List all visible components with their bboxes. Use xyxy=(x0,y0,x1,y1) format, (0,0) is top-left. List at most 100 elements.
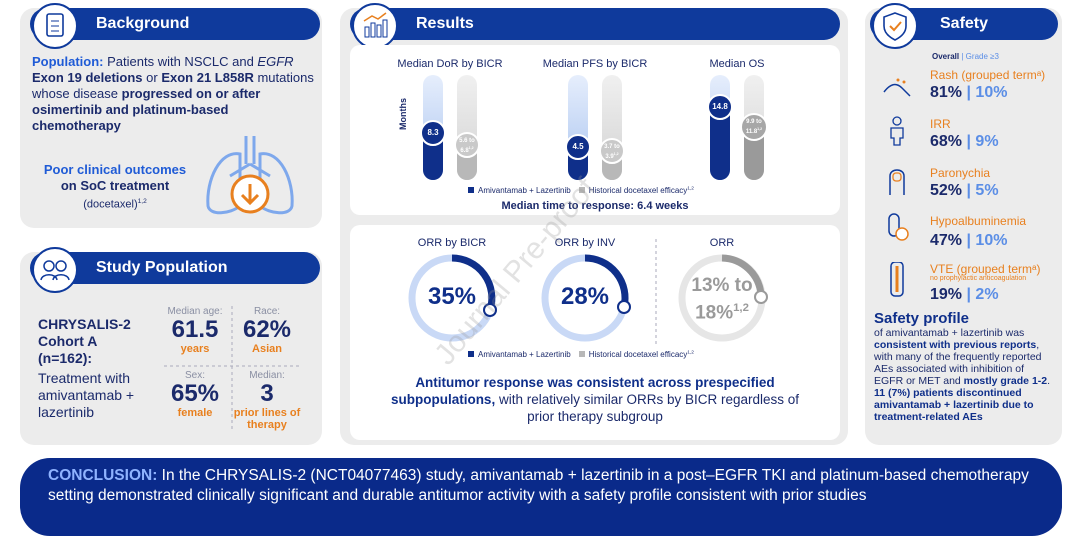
circle xyxy=(892,116,902,126)
path xyxy=(451,254,496,312)
text: 13% to 18% xyxy=(691,275,753,324)
text: mostly grade 1-2 xyxy=(963,375,1048,387)
path xyxy=(258,152,294,215)
path xyxy=(240,184,260,206)
cohort: CHRYSALIS-2 Cohort A (n=162): xyxy=(38,316,131,366)
text: 52% xyxy=(930,182,963,199)
text: EGFR xyxy=(257,54,294,69)
rash-icon xyxy=(883,78,911,97)
circle xyxy=(454,132,480,158)
stat: Median: 3 prior lines of therapy xyxy=(232,370,302,431)
text: female xyxy=(177,407,213,419)
text: Median age: xyxy=(167,306,223,317)
rect xyxy=(376,24,382,38)
sq xyxy=(468,351,474,357)
background-header: Background xyxy=(30,8,320,40)
rect xyxy=(892,172,902,182)
rect xyxy=(46,13,64,37)
event-values: 81% | 10% xyxy=(930,84,1007,102)
text: mutations whose disease xyxy=(32,70,314,101)
text: 1,2 xyxy=(687,186,694,192)
text: 19% xyxy=(930,286,963,303)
circle xyxy=(483,303,497,317)
text: 9% xyxy=(975,133,999,150)
safety-header-labels: Overall | Grade ≥3 xyxy=(932,52,999,61)
path xyxy=(363,12,387,22)
event-note: no prophylactic anticoagulation xyxy=(930,275,1027,282)
circle xyxy=(902,80,906,84)
text: Amivantamab + Lazertinib xyxy=(478,186,571,195)
circle xyxy=(740,113,768,141)
text: Patients with NSCLC and xyxy=(103,54,258,69)
text: 81% xyxy=(930,84,963,101)
path xyxy=(889,169,905,195)
study-population-header: Study Population xyxy=(30,252,320,284)
event-name: VTE (grouped termᵃ) xyxy=(930,262,1041,276)
text: years xyxy=(180,343,210,355)
text: Race: xyxy=(253,306,281,317)
ami-value: 14.8 xyxy=(712,102,728,111)
event-values: 52% | 5% xyxy=(930,182,999,200)
sq xyxy=(578,187,585,193)
stat: Sex: 65% female xyxy=(160,370,230,419)
text: In the CHRYSALIS-2 (NCT04077463) study, … xyxy=(48,467,1029,504)
circle xyxy=(55,260,67,272)
circle xyxy=(565,134,591,160)
icon xyxy=(872,3,918,49)
profile-title: Safety profile xyxy=(874,310,970,327)
legend: Amivantamab + Lazertinib Historical docet… xyxy=(460,350,694,359)
circle xyxy=(707,94,733,120)
stat: Race: 62% Asian xyxy=(232,306,302,355)
event-values: 19% | 2% xyxy=(930,286,999,304)
sq xyxy=(578,351,585,357)
text: on SoC treatment xyxy=(60,178,170,193)
text: , with many of the frequently reported A… xyxy=(874,339,1042,387)
text: consistent with previous reports xyxy=(874,339,1037,351)
div: (docetaxel)1,2 xyxy=(30,194,200,213)
event-values: 47% | 10% xyxy=(930,232,1007,250)
shield-icon xyxy=(883,12,907,41)
text: 47% xyxy=(930,232,963,249)
text: or xyxy=(142,70,162,85)
conclusion-banner xyxy=(20,458,1062,536)
rect xyxy=(890,262,904,297)
orr-value: 13% to 18%1,2 xyxy=(687,275,757,324)
treatment: Treatment with amivantamab + lazertinib xyxy=(38,370,135,420)
text: progressed on or after osimertinib and p… xyxy=(32,86,261,133)
text: 10% xyxy=(975,232,1008,249)
text: . xyxy=(1047,375,1051,387)
irr-icon xyxy=(890,116,904,146)
text: | Grade ≥3 xyxy=(961,52,999,61)
rect xyxy=(370,22,376,38)
text: Asian xyxy=(252,343,282,355)
icon xyxy=(32,247,78,293)
text: 1,2 xyxy=(613,152,619,156)
path xyxy=(721,254,765,296)
text: 9.9 to 11.8 xyxy=(745,119,762,135)
g: | xyxy=(966,84,971,101)
event-name: Hypoalbuminemia xyxy=(930,214,1027,228)
vte-icon xyxy=(890,262,904,297)
path xyxy=(883,83,911,97)
text: with relatively similar ORRs by BICR reg… xyxy=(495,392,800,424)
survival-title: Median OS xyxy=(709,58,765,70)
text: 11 (7%) patients discontinued amivantama… xyxy=(874,387,1034,423)
people-icon xyxy=(40,260,70,281)
stat: Median age: 61.5 years xyxy=(160,306,230,355)
event-name: Paronychia xyxy=(930,166,991,180)
g: | xyxy=(966,232,971,249)
survival-title: Median DoR by BICR xyxy=(397,58,503,70)
results-header: Results xyxy=(350,8,840,40)
text: 3.7 to 3.9 xyxy=(604,144,620,160)
text: Exon 19 deletions xyxy=(32,70,143,85)
ami-value: 8.3 xyxy=(427,128,439,137)
text: Population: xyxy=(32,54,104,69)
event-name: IRR xyxy=(930,117,951,131)
hist-value: 9.9 to 11.81,2 xyxy=(741,119,767,136)
circle xyxy=(895,227,909,241)
path xyxy=(883,12,907,41)
hist-value: 5.6 to 6.81,2 xyxy=(454,138,480,155)
hypoalbuminemia-icon xyxy=(888,213,909,241)
time-to-response: Median time to response: 6.4 weeks xyxy=(501,200,689,212)
